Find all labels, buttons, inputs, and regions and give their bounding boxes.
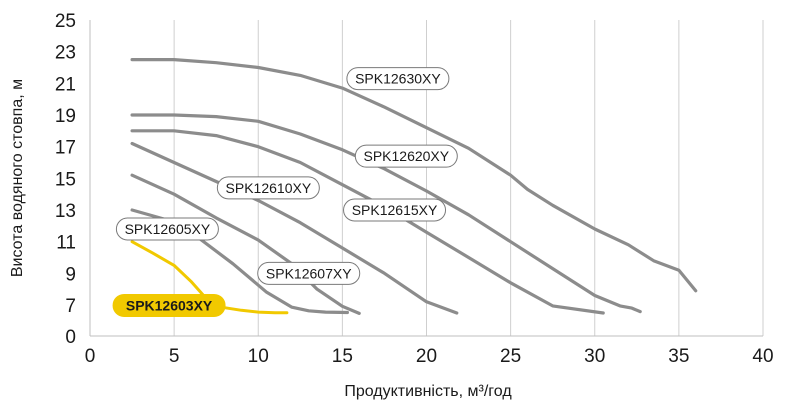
- y-tick-label: 21: [55, 74, 76, 95]
- curve-label-text: SPK12603XY: [126, 297, 213, 313]
- curve-label-box: [216, 176, 320, 200]
- y-tick-label: 9: [65, 264, 76, 285]
- series-line-spk12615xy: [130, 129, 605, 315]
- curve-label-box: [115, 217, 219, 241]
- curve-label-box: [346, 67, 450, 91]
- y-tick-label: 23: [55, 43, 76, 64]
- y-tick-label: 0: [65, 327, 76, 348]
- curve-label-spk12610xy: SPK12610XY: [216, 176, 320, 200]
- curve-label-spk12615xy: SPK12615XY: [343, 198, 447, 222]
- y-tick-label: 17: [55, 138, 76, 159]
- y-tick-label: 15: [55, 169, 76, 190]
- x-tick-label: 10: [248, 346, 269, 367]
- x-tick-label: 20: [416, 346, 437, 367]
- x-tick-label: 0: [85, 346, 96, 367]
- series: [130, 57, 698, 315]
- curve-label-spk12620xy: SPK12620XY: [354, 144, 458, 168]
- curve-label-box: [354, 144, 458, 168]
- curve-label-text: SPK12610XY: [226, 180, 312, 196]
- curve-label-box: [257, 261, 361, 285]
- x-tick-label: 25: [500, 346, 521, 367]
- y-tick-label: 13: [55, 201, 76, 222]
- curve-label-text: SPK12615XY: [352, 202, 438, 218]
- curve-label-spk12603xy: SPK12603XY: [112, 293, 226, 317]
- series-line-spk12607xy: [130, 173, 361, 315]
- curve-label-text: SPK12605XY: [125, 221, 211, 237]
- curve-label-text: SPK12630XY: [355, 71, 441, 87]
- curve-label-box: [112, 293, 226, 317]
- y-tick-label: 11: [56, 233, 76, 254]
- series-line-spk12610xy: [130, 141, 459, 315]
- x-tick-label: 30: [584, 346, 605, 367]
- curve-label-text: SPK12607XY: [266, 265, 352, 281]
- x-axis-title: Продуктивність, м³/год: [344, 383, 512, 400]
- y-tick-label: 25: [55, 11, 76, 32]
- x-tick-label: 15: [332, 346, 353, 367]
- curve-label-spk12630xy: SPK12630XY: [346, 67, 450, 91]
- curve-labels: SPK12630XY SPK12620XY SPK12615XY SPK12610XY…: [112, 67, 458, 317]
- y-tick-label: 7: [65, 296, 76, 317]
- curve-label-box: [343, 198, 447, 222]
- curve-label-spk12607xy: SPK12607XY: [257, 261, 361, 285]
- axes: 0 5 10 15 20 25 30 35 40 0 7 9 11 13 15 17 19 21 23 25: [55, 11, 774, 367]
- y-tick-label: 19: [55, 106, 76, 127]
- x-tick-label: 5: [169, 346, 180, 367]
- curve-label-text: SPK12620XY: [363, 148, 449, 164]
- x-tick-label: 40: [752, 346, 773, 367]
- curve-label-spk12605xy: SPK12605XY: [115, 217, 219, 241]
- series-line-spk12630xy: [130, 57, 698, 293]
- x-tick-label: 35: [668, 346, 689, 367]
- series-line-spk12620xy: [130, 113, 642, 314]
- y-axis-title: Висота водяного стовпа, м: [9, 79, 26, 277]
